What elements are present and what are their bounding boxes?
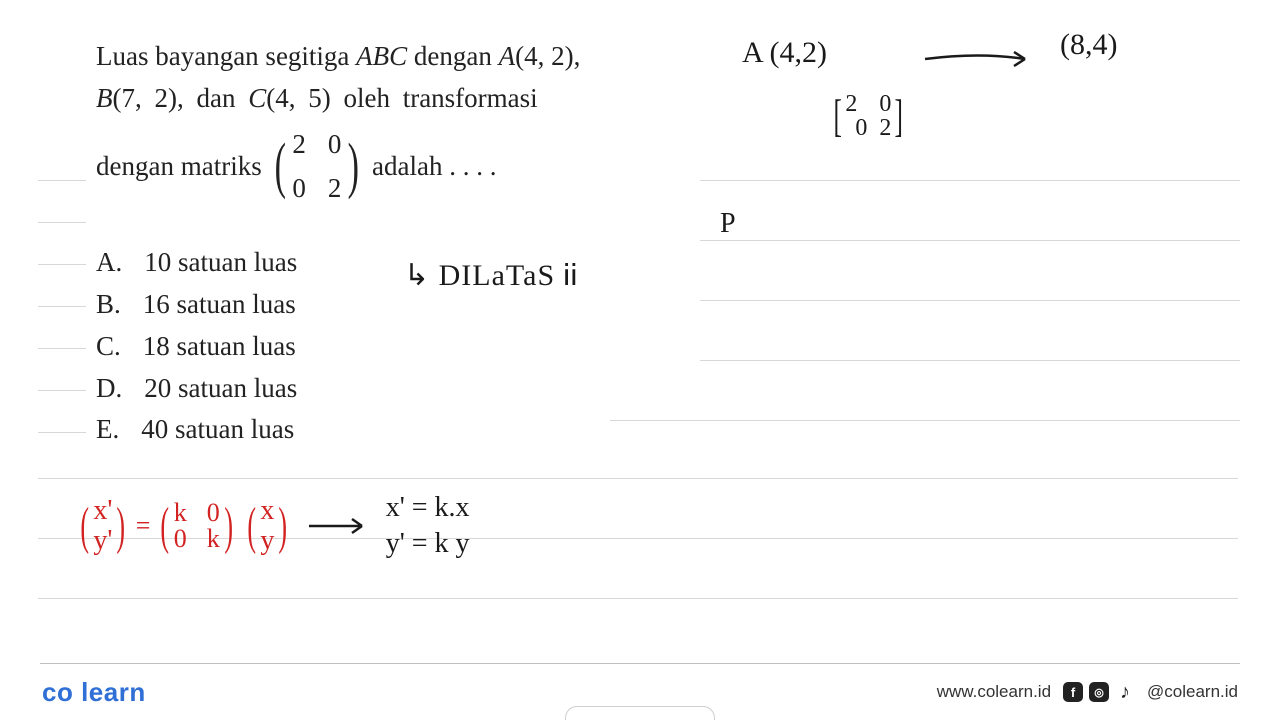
hw-eq1: x' = k.x xyxy=(386,490,470,526)
opt-letter: D. xyxy=(96,368,122,410)
hw-84: (8,4) xyxy=(1060,28,1117,62)
hw-vec-xy-prime: ( x' y' ) xyxy=(76,497,130,555)
option-a: A. 10 satuan luas xyxy=(96,242,297,284)
a-coords: (4, 2), xyxy=(515,41,580,71)
footer: co learn www.colearn.id f ◎ ♪ @colearn.i… xyxy=(0,674,1280,710)
problem-line-3: dengan matriks ( 2 0 0 2 ) adalah . . . … xyxy=(96,124,646,210)
hw-eq2: y' = k y xyxy=(386,526,470,562)
hw-bottom-formula: ( x' y' ) = ( k 0 0 k ) ( x y xyxy=(76,490,470,563)
dengan-text: dengan matriks xyxy=(96,146,262,188)
hw-k2: k xyxy=(207,526,220,552)
hw-x: x xyxy=(260,497,274,525)
m-b: 0 xyxy=(328,124,342,166)
hw-k1: k xyxy=(174,500,187,526)
option-b: B. 16 satuan luas xyxy=(96,284,297,326)
footer-handle: @colearn.id xyxy=(1147,682,1238,702)
sm-d: 2 xyxy=(879,116,891,140)
problem-text: Luas bayangan segitiga ABC dengan A(4, 2… xyxy=(96,36,646,209)
bracket-right: ] xyxy=(895,98,903,135)
c-coords: (4, 5) oleh transformasi xyxy=(266,83,537,113)
sm-c: 0 xyxy=(845,116,867,140)
tiktok-icon: ♪ xyxy=(1115,682,1135,702)
opt-letter: B. xyxy=(96,284,121,326)
paren-right: ) xyxy=(348,141,359,192)
social-icons: f ◎ ♪ xyxy=(1063,682,1135,702)
opt-letter: C. xyxy=(96,326,121,368)
arrow-icon xyxy=(304,511,374,541)
opt-text: 16 satuan luas xyxy=(143,284,296,326)
hw-dilatas: ↳ DILaTaS ᎥᎥ xyxy=(404,258,578,293)
problem-line-2: B(7, 2), dan C(4, 5) oleh transformasi xyxy=(96,78,646,120)
opt-letter: E. xyxy=(96,409,119,451)
abc-label: ABC xyxy=(356,41,407,71)
point-a: A xyxy=(499,41,516,71)
footer-right: www.colearn.id f ◎ ♪ @colearn.id xyxy=(937,682,1238,702)
equals-1: = xyxy=(136,511,151,541)
m-a: 2 xyxy=(292,124,306,166)
point-b: B xyxy=(96,83,113,113)
hw-mat-k: ( k 0 0 k ) xyxy=(156,500,237,552)
hw-result: x' = k.x y' = k y xyxy=(386,490,470,563)
hw-a42: A (4,2) xyxy=(742,36,827,70)
opt-text: 20 satuan luas xyxy=(144,368,297,410)
hw-xprime: x' xyxy=(93,497,112,525)
text-pre: Luas bayangan segitiga xyxy=(96,41,356,71)
hw-small-matrix: [ 2 0 0 2 ] xyxy=(830,92,907,140)
facebook-icon: f xyxy=(1063,682,1083,702)
hw-z1: 0 xyxy=(207,500,220,526)
m-c: 0 xyxy=(292,168,306,210)
hw-z2: 0 xyxy=(174,526,187,552)
opt-text: 40 satuan luas xyxy=(141,409,294,451)
answer-options: A. 10 satuan luas B. 16 satuan luas C. 18 s… xyxy=(96,242,297,451)
problem-line-1: Luas bayangan segitiga ABC dengan A(4, 2… xyxy=(96,36,646,78)
option-e: E. 40 satuan luas xyxy=(96,409,297,451)
hw-vec-xy: ( x y ) xyxy=(243,497,292,555)
arrow-icon xyxy=(920,46,1040,72)
bracket-left: [ xyxy=(833,98,841,135)
transformation-matrix: ( 2 0 0 2 ) xyxy=(270,124,364,210)
m-d: 2 xyxy=(328,168,342,210)
sm-b: 0 xyxy=(879,92,891,116)
option-d: D. 20 satuan luas xyxy=(96,368,297,410)
b-coords: (7, 2), dan xyxy=(113,83,249,113)
instagram-icon: ◎ xyxy=(1089,682,1109,702)
option-c: C. 18 satuan luas xyxy=(96,326,297,368)
opt-text: 18 satuan luas xyxy=(143,326,296,368)
page-root: Luas bayangan segitiga ABC dengan A(4, 2… xyxy=(0,0,1280,720)
opt-text: 10 satuan luas xyxy=(144,242,297,284)
adalah-text: adalah . . . . xyxy=(372,146,496,188)
footer-divider xyxy=(40,663,1240,664)
hw-y: y xyxy=(260,527,274,555)
text-post: dengan xyxy=(407,41,498,71)
brand-logo: co learn xyxy=(42,677,146,708)
paren-left: ( xyxy=(274,141,285,192)
sm-a: 2 xyxy=(845,92,867,116)
footer-url: www.colearn.id xyxy=(937,682,1051,702)
hw-yprime: y' xyxy=(93,527,112,555)
opt-letter: A. xyxy=(96,242,122,284)
bottom-pill xyxy=(565,706,715,720)
point-c: C xyxy=(248,83,266,113)
hw-p: P xyxy=(720,208,736,240)
